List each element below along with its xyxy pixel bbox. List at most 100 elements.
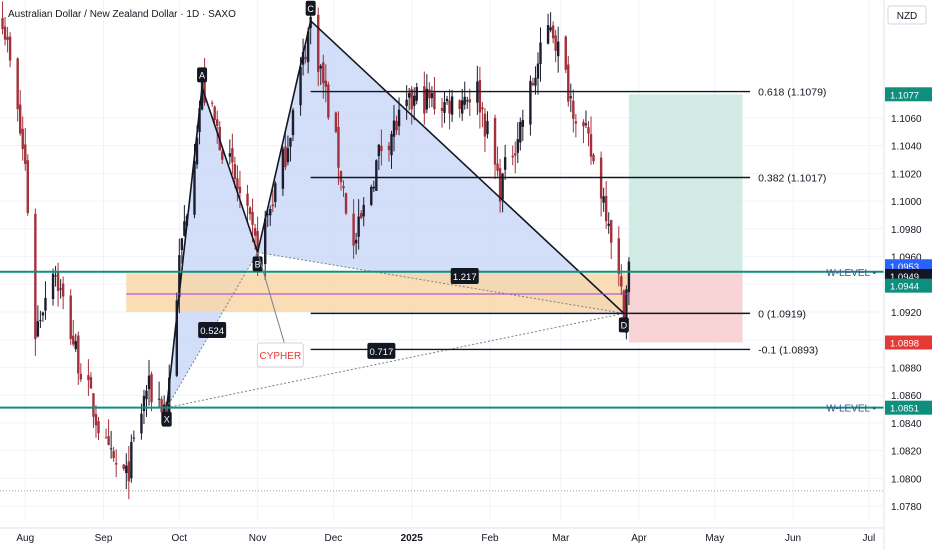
- candle-body: [41, 312, 45, 316]
- candle-body: [569, 96, 573, 98]
- candle-body: [352, 213, 355, 246]
- pattern-leg-xa: [165, 87, 203, 408]
- point-marker-a: [197, 67, 208, 83]
- candle-body: [271, 204, 274, 207]
- candle-body: [284, 146, 287, 168]
- pattern-dotted-bd: [257, 251, 624, 314]
- candle-body: [610, 220, 613, 243]
- drawings: [126, 20, 743, 408]
- y-tick-label: 1.1040: [891, 142, 922, 153]
- candle-body: [26, 160, 29, 214]
- pattern-leg-ab: [201, 87, 259, 253]
- candle-body: [466, 100, 469, 102]
- candle-body: [354, 239, 358, 244]
- candle-body: [342, 186, 345, 189]
- symbol-title[interactable]: Australian Dollar / New Zealand Dollar ·…: [8, 9, 236, 20]
- point-marker-c: [305, 0, 316, 16]
- candle-body: [39, 319, 42, 321]
- candle-body: [344, 193, 348, 214]
- candle-body: [554, 35, 557, 51]
- candle-body: [248, 207, 252, 215]
- candle-body: [274, 183, 277, 202]
- y-tick-label: 1.1020: [891, 169, 922, 180]
- candle-body: [54, 275, 57, 277]
- candle-body: [1, 18, 4, 30]
- candle-body: [377, 144, 381, 157]
- candle-body: [433, 90, 436, 110]
- supply-demand-zone: [126, 273, 629, 312]
- candle-body: [286, 148, 290, 163]
- fib-level-label: 0 (1.0919): [758, 308, 806, 320]
- x-tick-label: May: [705, 533, 724, 544]
- candle-body: [587, 127, 590, 134]
- y-tick-label: 1.0860: [891, 391, 922, 402]
- candle-body: [529, 81, 532, 125]
- candle-body: [392, 120, 396, 137]
- price-badge: [885, 278, 932, 293]
- candle-body: [625, 289, 628, 333]
- candle-body: [337, 127, 340, 168]
- candle-body: [87, 375, 90, 381]
- point-label-x: X: [164, 415, 170, 425]
- ratio-box: [198, 322, 227, 339]
- candle-body: [627, 261, 631, 293]
- candle-body: [531, 83, 535, 85]
- candle-body: [160, 399, 163, 413]
- candle-body: [425, 88, 429, 110]
- candle-body: [72, 335, 75, 345]
- candle-body: [178, 255, 181, 297]
- y-tick-label: 1.1000: [891, 197, 922, 208]
- candle-body: [428, 89, 431, 99]
- candle-body: [301, 51, 305, 65]
- candle-body: [281, 148, 285, 189]
- candle-body: [256, 231, 259, 265]
- ratio-label: 0.717: [369, 347, 393, 358]
- price-badge: [885, 400, 932, 415]
- candle-body: [498, 168, 502, 202]
- price-badge: [885, 87, 932, 102]
- candles: [1, 1, 631, 500]
- candle-body: [221, 151, 224, 160]
- candle-body: [180, 238, 184, 251]
- candle-body: [238, 186, 242, 193]
- x-tick-label: Mar: [552, 533, 570, 544]
- candle-body: [405, 99, 408, 107]
- pattern-triangle-xab: [166, 87, 258, 408]
- candle-body: [264, 218, 267, 265]
- candle-body: [370, 186, 373, 205]
- candle-body: [147, 375, 151, 390]
- candle-body: [183, 221, 186, 236]
- candle-body: [423, 86, 426, 114]
- candle-body: [549, 27, 552, 31]
- candle-body: [36, 321, 40, 337]
- candle-body: [51, 273, 55, 299]
- candle-body: [251, 211, 254, 225]
- candle-body: [572, 100, 575, 119]
- y-tick-label: 1.0960: [891, 253, 922, 264]
- candle-body: [617, 238, 620, 274]
- candle-body: [450, 96, 454, 115]
- candle-body: [21, 128, 24, 150]
- candle-body: [142, 395, 146, 412]
- overlays: W-LEVEL • W-LEVEL • 0.618 (1.1079) 0.382 (1…: [0, 0, 884, 427]
- point-label-d: D: [621, 320, 628, 330]
- y-tick-label: 1.0800: [891, 474, 922, 485]
- candle-body: [539, 42, 542, 65]
- candle-body: [6, 36, 9, 41]
- candle-body: [69, 295, 72, 340]
- candle-body: [157, 398, 161, 400]
- ratio-box: [450, 267, 479, 284]
- y-tick-label: 1.0920: [891, 308, 922, 319]
- candle-body: [104, 437, 108, 439]
- cypher-callout-line: [257, 252, 285, 344]
- candle-body: [604, 195, 608, 222]
- candle-body: [44, 297, 47, 311]
- candle-body: [253, 228, 257, 236]
- candle-body: [413, 95, 416, 106]
- candle-body: [114, 463, 118, 465]
- candle-body: [410, 89, 413, 110]
- candle-body: [289, 137, 292, 147]
